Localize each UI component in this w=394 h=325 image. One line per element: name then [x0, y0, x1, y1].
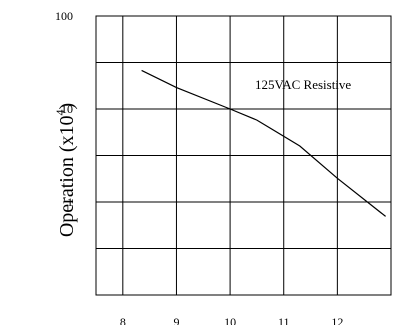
x-tick-label: 10 — [224, 315, 236, 325]
x-tick-label: 9 — [173, 315, 179, 325]
plot-frame — [95, 15, 392, 296]
y-tick-label: 100 — [55, 9, 73, 23]
y-axis-title: Operation (x104) — [53, 103, 78, 237]
chart-grid — [96, 16, 392, 295]
x-tick-labels: 8 9 10 11 12 — [120, 315, 344, 325]
y-axis-title-close: ) — [56, 103, 78, 110]
x-tick-label: 8 — [120, 315, 126, 325]
y-tick-label: 10 — [61, 102, 73, 116]
x-tick-label: 12 — [331, 315, 343, 325]
x-tick-label: 11 — [278, 315, 290, 325]
series-lines — [141, 69, 386, 217]
y-tick-labels: 1 10 100 — [55, 9, 73, 209]
y-tick-label: 1 — [67, 195, 73, 209]
y-axis-title-exponent: 4 — [53, 110, 67, 116]
y-axis-title-main: Operation (x10 — [56, 116, 78, 238]
series-label: 125VAC Resistive — [255, 77, 351, 92]
series-line — [141, 69, 386, 217]
